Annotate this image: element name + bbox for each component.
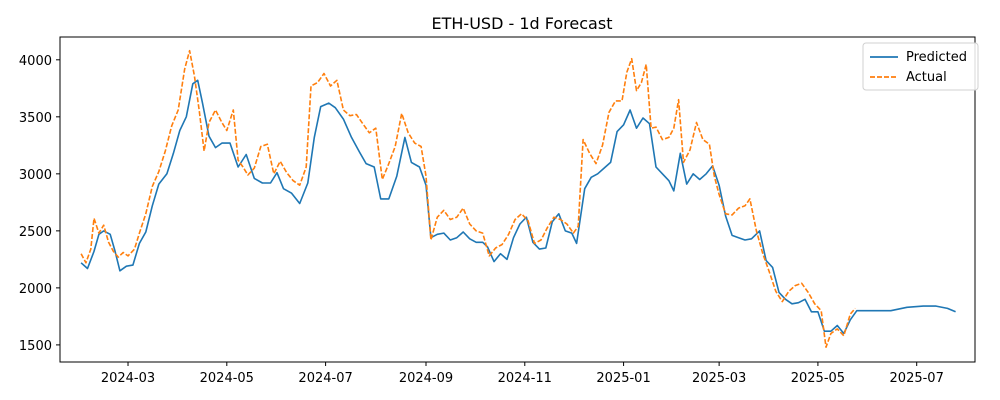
x-tick-label: 2025-03	[692, 371, 746, 386]
chart-title: ETH-USD - 1d Forecast	[432, 14, 613, 33]
y-tick-label: 4000	[19, 54, 52, 69]
x-tick-label: 2025-07	[890, 371, 944, 386]
y-tick-label: 3000	[19, 168, 52, 183]
x-tick-label: 2024-09	[399, 371, 453, 386]
x-tick-label: 2024-07	[298, 371, 352, 386]
x-axis: 2024-03 2024-05 2024-07 2024-09 2024-11 2025-…	[101, 362, 944, 386]
series-line-actual	[80, 49, 856, 348]
y-tick-label: 2500	[19, 225, 52, 240]
plot-frame	[59, 36, 976, 363]
legend-box	[862, 42, 979, 91]
legend-label-predicted: Predicted	[906, 50, 967, 65]
x-tick-label: 2025-01	[596, 371, 650, 386]
y-tick-label: 1500	[19, 339, 52, 354]
y-axis: 1500 2000 2500 3000 3500 4000	[19, 54, 60, 354]
legend: Predicted Actual	[862, 42, 979, 91]
x-tick-label: 2024-03	[101, 371, 155, 386]
x-tick-label: 2024-11	[498, 371, 552, 386]
series-layer	[80, 49, 956, 348]
x-tick-label: 2025-05	[791, 371, 845, 386]
x-tick-label: 2024-05	[200, 371, 254, 386]
y-tick-label: 3500	[19, 111, 52, 126]
legend-label-actual: Actual	[906, 70, 947, 85]
series-line-predicted	[80, 79, 956, 335]
y-tick-label: 2000	[19, 282, 52, 297]
